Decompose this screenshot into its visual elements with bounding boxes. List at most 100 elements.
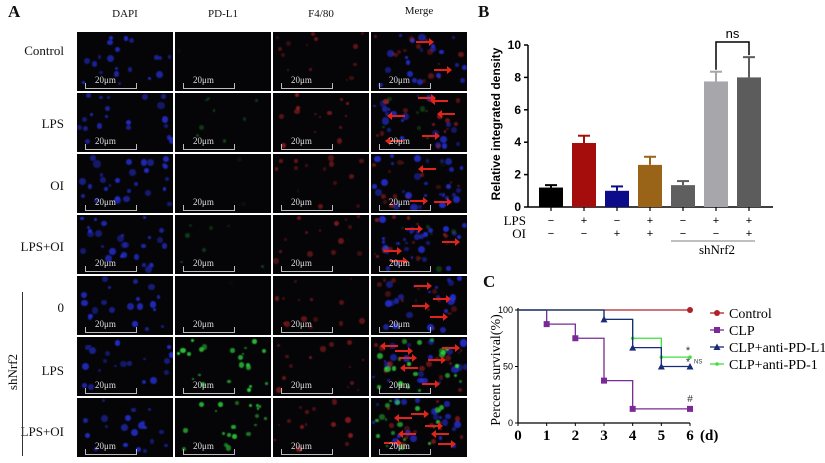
svg-text:−: − (680, 228, 686, 240)
svg-text:NS: NS (694, 360, 702, 366)
arrow-marker (405, 224, 424, 233)
micrograph-dapi-row4: 20μm (77, 215, 173, 274)
row-label-lps-oi: LPS+OI (20, 239, 64, 254)
arrow-marker (429, 97, 448, 106)
scale-bar (85, 266, 137, 272)
scale-bar (281, 449, 333, 455)
arrow-marker (386, 111, 405, 120)
scale-bar (379, 205, 431, 211)
arrow-marker (442, 238, 461, 247)
arrow-marker (389, 257, 408, 266)
scale-bar-label: 20μm (95, 75, 116, 85)
svg-text:6: 6 (514, 103, 521, 117)
svg-text:+: + (746, 215, 752, 227)
row-label-lps: LPS (41, 116, 64, 131)
micrograph-f480-row3: 20μm (273, 154, 369, 213)
bar-chart-ylabel: Relative integrated density (489, 47, 503, 200)
scale-bar (85, 449, 137, 455)
arrow-marker (441, 343, 460, 352)
svg-text:+: + (581, 215, 587, 227)
survival-chart-ylabel: Percent survival(%) (489, 314, 504, 426)
micrograph-merge-row3: 20μm (371, 154, 467, 213)
svg-text:50: 50 (503, 362, 513, 372)
bar-shnrf2-lps (704, 81, 728, 207)
svg-text:−: − (548, 215, 554, 227)
scale-bar (379, 327, 431, 333)
micrograph-merge-row2: 20μm (371, 93, 467, 152)
bar-control (539, 187, 563, 207)
bar-shnrf2 (671, 185, 695, 207)
scale-bar-label: 20μm (193, 75, 214, 85)
scale-bar-label: 20μm (389, 197, 410, 207)
bar-shnrf2-lps-oi (737, 77, 761, 208)
micrograph-pdl1-row4: 20μm (175, 215, 271, 274)
svg-text:2: 2 (514, 168, 521, 182)
svg-text:1: 1 (543, 428, 551, 444)
panel-a-letter: A (8, 2, 21, 21)
scale-bar-label: 20μm (193, 197, 214, 207)
micrograph-merge-row6: 20μm (371, 337, 467, 396)
scale-bar-label: 20μm (291, 75, 312, 85)
scale-bar-label: 20μm (291, 197, 312, 207)
scale-bar-label: 20μm (193, 441, 214, 451)
legend-item: CLP+anti-PD-1 (729, 358, 818, 373)
scale-bar (379, 449, 431, 455)
shnrf2-group-label: shNrf2 (5, 353, 20, 391)
arrow-marker (398, 354, 417, 362)
scale-bar-label: 20μm (193, 380, 214, 390)
row-label-oi: OI (50, 178, 64, 193)
arrow-marker (398, 430, 417, 439)
arrow-marker (431, 429, 450, 438)
scale-bar (281, 388, 333, 394)
svg-text:−: − (680, 215, 686, 227)
svg-text:(d): (d) (700, 428, 718, 444)
micrograph-dapi-row1: 20μm (77, 32, 173, 91)
scale-bar-label: 20μm (389, 380, 410, 390)
shnrf2-group-bracket (22, 292, 23, 456)
svg-text:0: 0 (508, 418, 513, 428)
scale-bar-label: 20μm (291, 258, 312, 268)
micrograph-pdl1-row1: 20μm (175, 32, 271, 91)
scale-bar (281, 144, 333, 150)
micrograph-f480-row1: 20μm (273, 32, 369, 91)
micrograph-dapi-row2: 20μm (77, 93, 173, 152)
scale-bar (183, 205, 235, 211)
scale-bar (281, 327, 333, 333)
scale-bar-label: 20μm (291, 380, 312, 390)
scale-bar-label: 20μm (95, 136, 116, 146)
svg-text:0: 0 (514, 200, 521, 214)
svg-text:6: 6 (686, 428, 694, 444)
arrow-marker (394, 413, 413, 422)
scale-bar-label: 20μm (193, 136, 214, 146)
scale-bar-label: 20μm (95, 258, 116, 268)
legend-item: CLP (729, 324, 755, 339)
scale-bar (85, 83, 137, 89)
scale-bar (183, 327, 235, 333)
arrow-marker (383, 246, 402, 255)
scale-bar-label: 20μm (95, 380, 116, 390)
arrow-marker (422, 132, 441, 141)
svg-text:*: * (686, 357, 691, 369)
bar-oi (605, 190, 629, 207)
column-header-pdl1: PD-L1 (208, 8, 238, 20)
svg-text:8: 8 (514, 70, 521, 84)
scale-bar (85, 327, 137, 333)
micrograph-pdl1-row7: 20μm (175, 398, 271, 457)
survival-curve-clp (518, 309, 690, 410)
arrow-marker (409, 196, 428, 205)
arrow-marker (433, 65, 452, 74)
scale-bar (281, 205, 333, 211)
arrow-marker (429, 312, 448, 321)
micrograph-dapi-row5: 20μm (77, 276, 173, 335)
svg-text:LPS: LPS (504, 213, 526, 228)
svg-text:*: * (686, 345, 691, 357)
svg-text:+: + (746, 228, 752, 240)
arrow-marker (411, 409, 430, 418)
svg-text:+: + (647, 228, 653, 240)
arrow-marker (437, 109, 456, 118)
survival-chart: 0 50 100 0 1 2 3 4 5 6 (d) # ** NS Control CLP CLP+anti-… (489, 305, 825, 444)
micrograph-pdl1-row5: 20μm (175, 276, 271, 335)
svg-text:4: 4 (629, 428, 637, 444)
scale-bar-label: 20μm (95, 441, 116, 451)
row-label-shnrf2-lps-oi: LPS+OI (20, 424, 64, 439)
